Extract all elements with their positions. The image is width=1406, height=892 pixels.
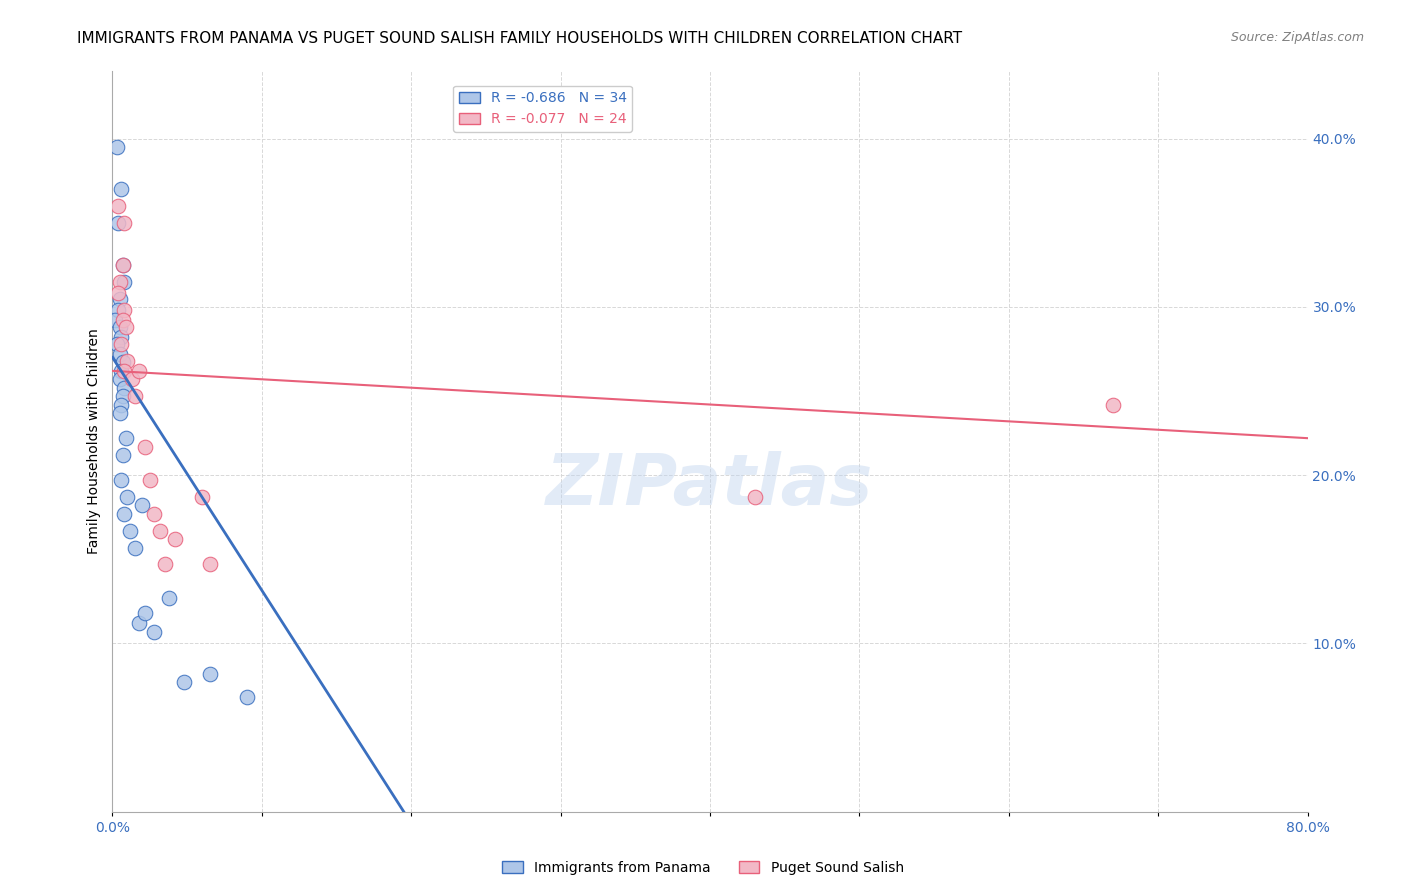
Point — [110, 364, 132, 378]
Point — [198, 558, 221, 572]
Point — [114, 507, 135, 521]
Point — [108, 406, 131, 420]
Point — [114, 381, 135, 395]
Point — [107, 216, 129, 230]
Point — [236, 690, 259, 705]
Point — [111, 258, 134, 272]
Text: ZIPatlas: ZIPatlas — [547, 451, 873, 520]
Point — [111, 448, 134, 462]
Point — [111, 389, 134, 403]
Legend: Immigrants from Panama, Puget Sound Salish: Immigrants from Panama, Puget Sound Sali… — [496, 855, 910, 880]
Point — [111, 258, 134, 272]
Point — [165, 532, 187, 546]
Point — [115, 431, 138, 445]
Point — [105, 140, 128, 154]
Point — [173, 675, 195, 690]
Point — [124, 389, 146, 403]
Point — [117, 353, 139, 368]
Point — [111, 355, 134, 369]
Point — [143, 507, 166, 521]
Point — [198, 666, 221, 681]
Point — [110, 182, 132, 196]
Point — [744, 490, 766, 504]
Point — [114, 275, 135, 289]
Point — [128, 616, 150, 631]
Point — [115, 320, 138, 334]
Point — [128, 364, 150, 378]
Point — [108, 292, 131, 306]
Text: IMMIGRANTS FROM PANAMA VS PUGET SOUND SALISH FAMILY HOUSEHOLDS WITH CHILDREN COR: IMMIGRANTS FROM PANAMA VS PUGET SOUND SA… — [77, 31, 963, 46]
Point — [108, 320, 131, 334]
Point — [114, 303, 135, 318]
Y-axis label: Family Households with Children: Family Households with Children — [87, 328, 101, 555]
Point — [124, 541, 146, 555]
Point — [117, 490, 139, 504]
Point — [114, 364, 135, 378]
Point — [110, 398, 132, 412]
Point — [114, 216, 135, 230]
Point — [143, 624, 166, 639]
Point — [107, 303, 129, 318]
Point — [139, 473, 162, 487]
Point — [134, 440, 156, 454]
Point — [131, 499, 153, 513]
Point — [157, 591, 180, 605]
Point — [108, 275, 131, 289]
Point — [134, 606, 156, 620]
Text: Source: ZipAtlas.com: Source: ZipAtlas.com — [1230, 31, 1364, 45]
Point — [108, 347, 131, 361]
Point — [110, 337, 132, 351]
Point — [110, 330, 132, 344]
Point — [107, 199, 129, 213]
Legend: R = -0.686   N = 34, R = -0.077   N = 24: R = -0.686 N = 34, R = -0.077 N = 24 — [453, 86, 633, 132]
Point — [191, 490, 214, 504]
Point — [149, 524, 172, 538]
Point — [111, 313, 134, 327]
Point — [108, 372, 131, 386]
Point — [120, 524, 142, 538]
Point — [110, 473, 132, 487]
Point — [121, 372, 143, 386]
Point — [107, 286, 129, 301]
Point — [153, 558, 176, 572]
Point — [104, 313, 127, 327]
Point — [105, 337, 128, 351]
Point — [1102, 398, 1125, 412]
